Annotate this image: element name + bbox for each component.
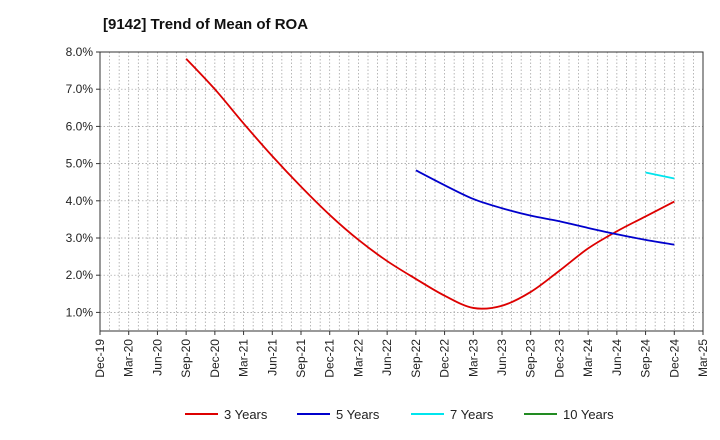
- y-tick-label: 7.0%: [66, 82, 94, 96]
- y-tick-label: 5.0%: [66, 157, 94, 171]
- x-tick-label: Jun-20: [150, 339, 164, 376]
- x-tick-label: Sep-20: [179, 339, 193, 378]
- x-tick-label: Mar-20: [122, 339, 136, 377]
- y-tick-label: 2.0%: [66, 268, 94, 282]
- y-tick-label: 4.0%: [66, 194, 94, 208]
- x-tick-label: Dec-24: [667, 339, 681, 378]
- series-line-5-years: [415, 169, 675, 246]
- x-tick-label: Mar-21: [237, 339, 251, 377]
- x-tick-label: Mar-22: [351, 339, 365, 377]
- y-tick-label: 3.0%: [66, 231, 94, 245]
- x-tick-label: Mar-24: [581, 339, 595, 377]
- legend-label: 5 Years: [336, 407, 380, 422]
- y-tick-label: 6.0%: [66, 119, 94, 133]
- chart-title: [9142] Trend of Mean of ROA: [103, 16, 309, 33]
- plot-frame: [99, 51, 704, 332]
- x-tick-label: Sep-22: [409, 339, 423, 378]
- x-tick-label: Dec-20: [208, 339, 222, 378]
- x-tick-label: Mar-25: [696, 339, 710, 377]
- x-tick-label: Sep-23: [524, 339, 538, 378]
- y-tick-label: 1.0%: [66, 305, 94, 319]
- x-tick-label: Dec-21: [323, 339, 337, 378]
- x-tick-label: Jun-23: [495, 339, 509, 376]
- y-tick-label: 8.0%: [66, 45, 94, 59]
- x-tick-label: Dec-19: [93, 339, 107, 378]
- x-tick-label: Sep-24: [639, 339, 653, 378]
- series-line-3-years: [185, 58, 675, 310]
- plot-area: [100, 52, 703, 331]
- x-tick-label: Mar-23: [466, 339, 480, 377]
- x-tick-label: Jun-21: [265, 339, 279, 376]
- x-tick-label: Sep-21: [294, 339, 308, 378]
- series-line-7-years: [645, 171, 675, 180]
- x-tick-label: Dec-23: [552, 339, 566, 378]
- x-tick-label: Jun-22: [380, 339, 394, 376]
- legend-label: 7 Years: [450, 407, 494, 422]
- legend-label: 10 Years: [563, 407, 614, 422]
- x-tick-label: Jun-24: [610, 339, 624, 376]
- x-tick-label: Dec-22: [438, 339, 452, 378]
- legend-label: 3 Years: [224, 407, 268, 422]
